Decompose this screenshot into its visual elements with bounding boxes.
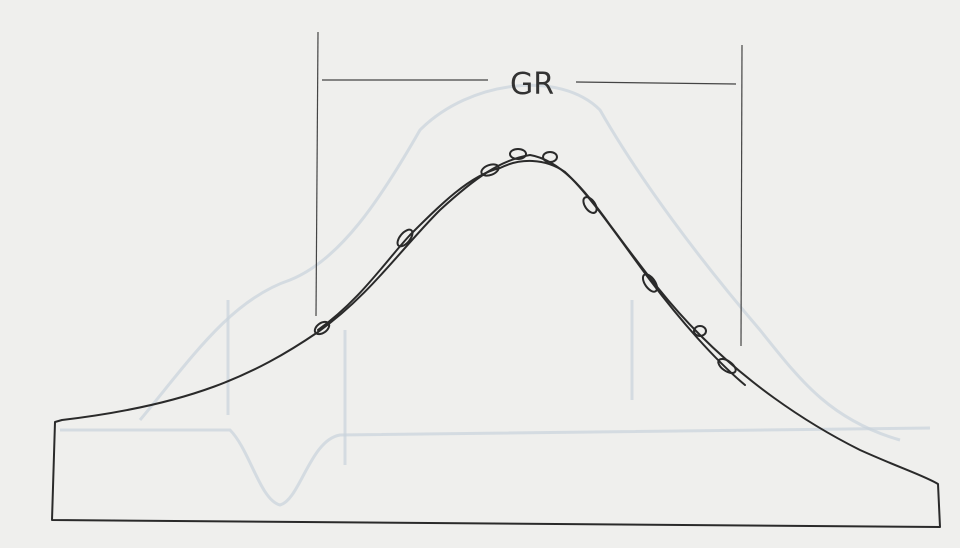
left-marker (315, 31, 319, 317)
span-line-right (575, 81, 737, 85)
right-marker (740, 44, 743, 347)
span-label: GR (510, 67, 554, 102)
bleed-through (60, 83, 931, 507)
curve-loops (313, 148, 737, 375)
profile-trace (317, 159, 746, 386)
